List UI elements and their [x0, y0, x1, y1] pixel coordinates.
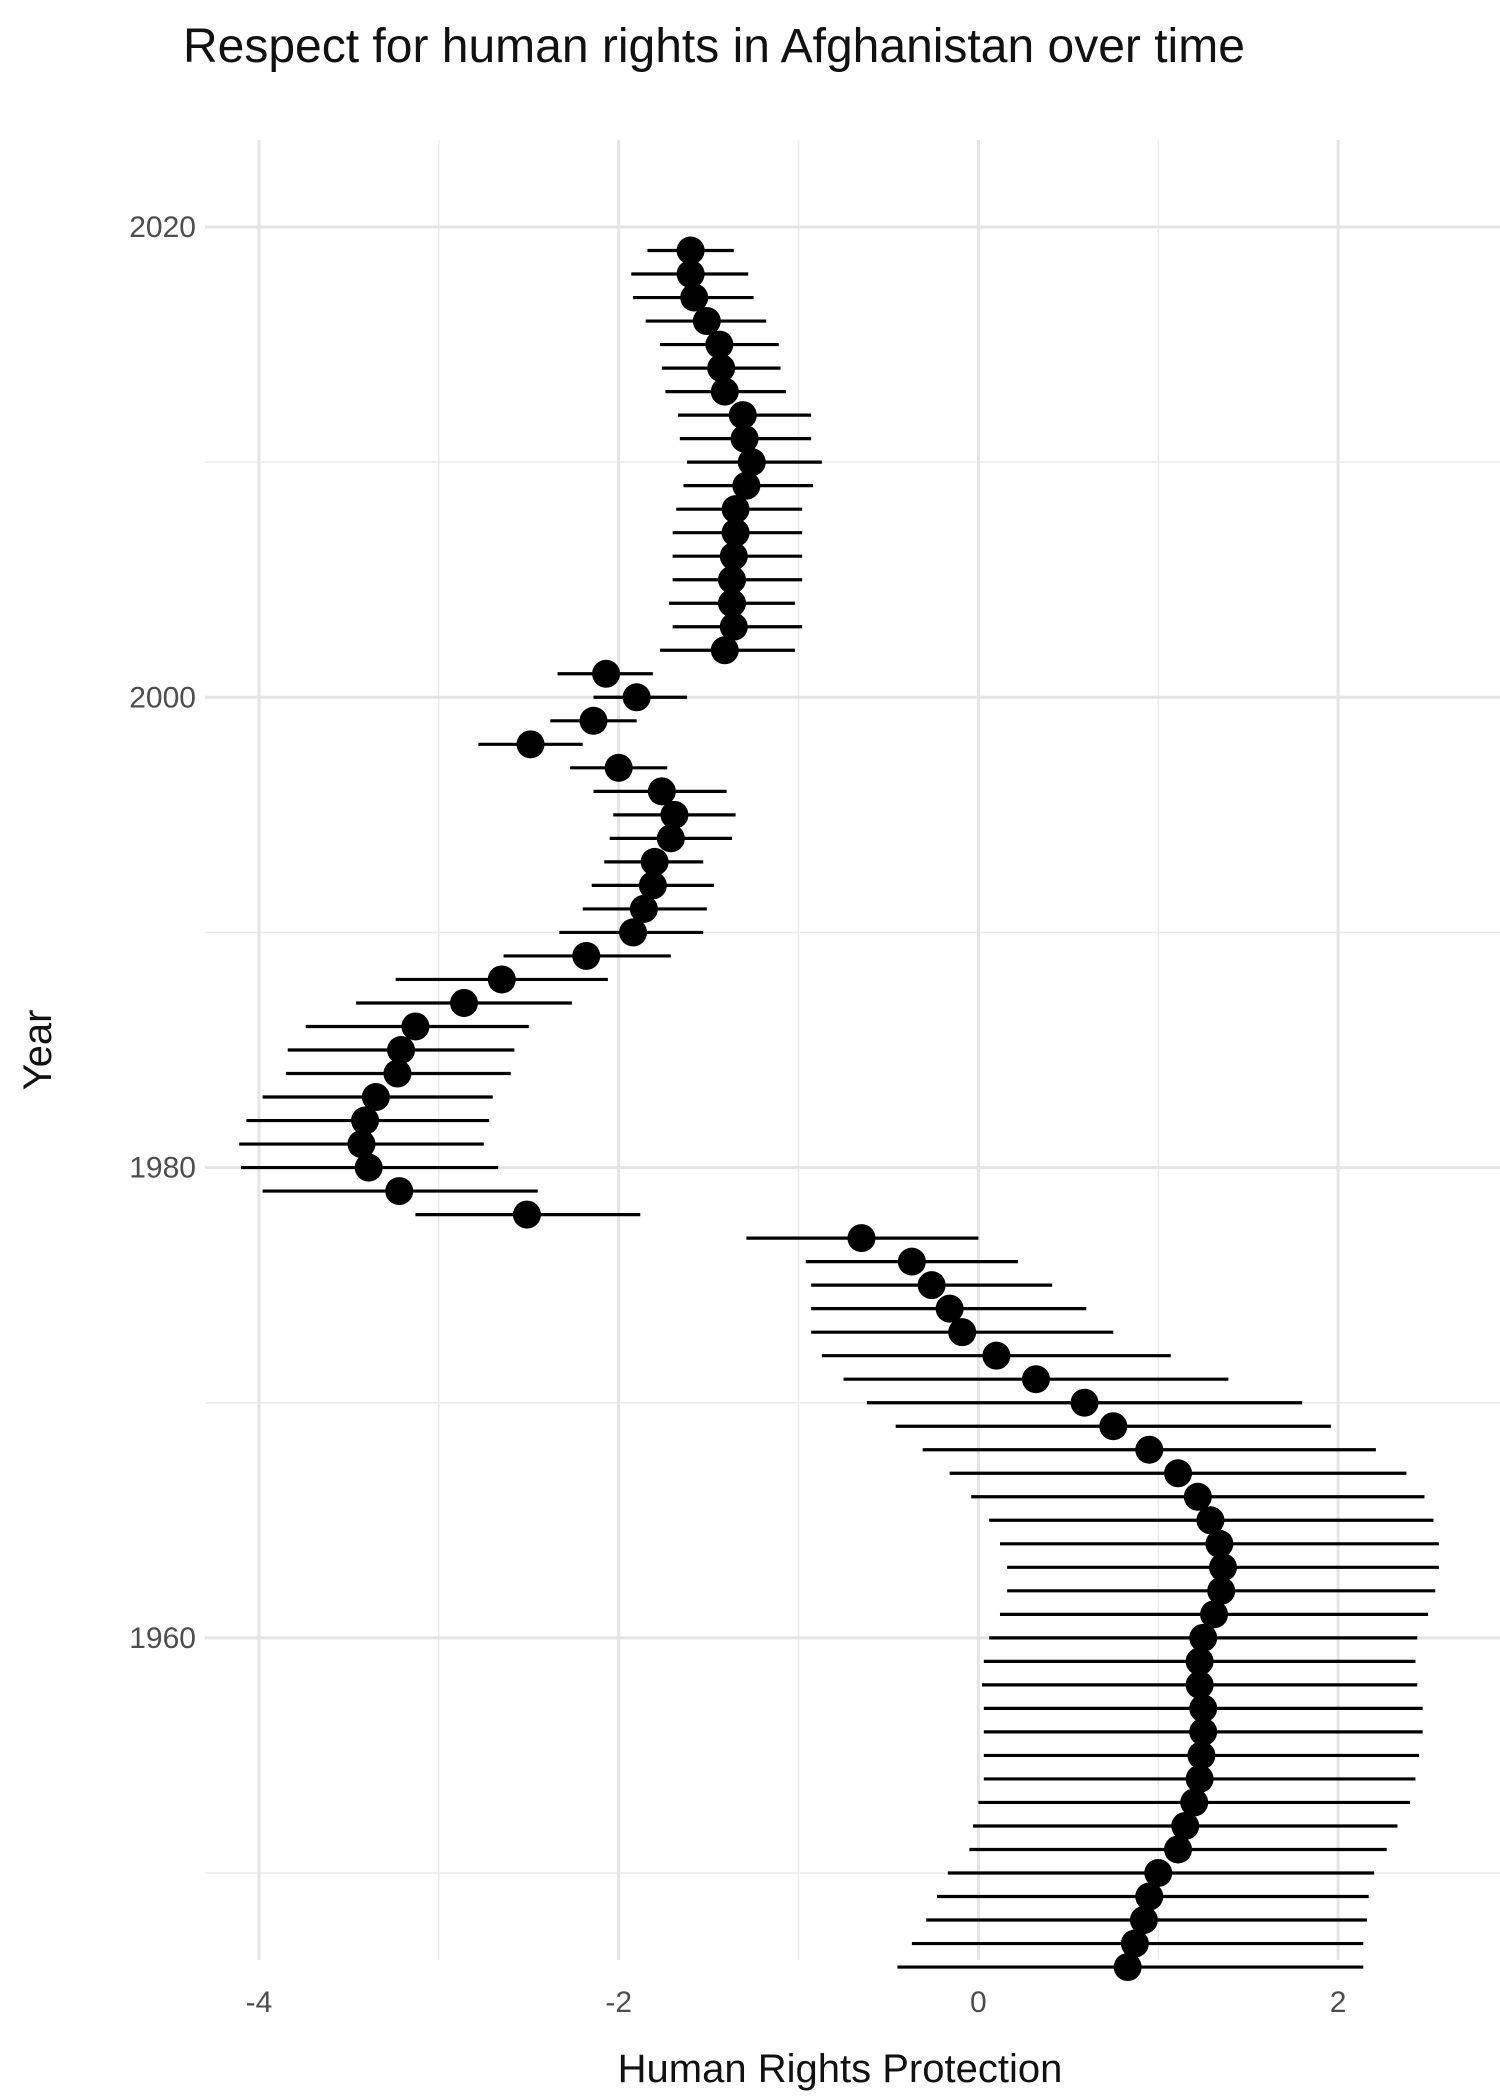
- data-point: [1207, 1576, 1236, 1605]
- data-point: [347, 1130, 376, 1159]
- data-point: [1200, 1600, 1229, 1629]
- data-point: [1164, 1459, 1193, 1488]
- data-point: [1180, 1788, 1209, 1817]
- data-point: [592, 659, 621, 688]
- data-point: [730, 424, 759, 453]
- y-tick-label: 2020: [129, 211, 196, 244]
- data-point: [516, 730, 545, 759]
- x-axis-title: Human Rights Protection: [618, 2047, 1063, 2091]
- grid: [205, 140, 1500, 1960]
- data-point: [629, 894, 658, 923]
- data-point: [1099, 1412, 1128, 1441]
- data-point: [719, 542, 748, 571]
- data-point: [982, 1341, 1011, 1370]
- data-point: [710, 636, 739, 665]
- x-axis-ticks: -4 -2 0 2: [246, 1986, 1347, 2019]
- data-point: [572, 941, 601, 970]
- data-point: [721, 518, 750, 547]
- data-point: [676, 260, 705, 289]
- data-point: [676, 236, 705, 265]
- x-tick-label: -4: [246, 1986, 273, 2019]
- data-point: [1196, 1506, 1225, 1535]
- data-point: [383, 1059, 412, 1088]
- x-tick-label: -2: [605, 1986, 632, 2019]
- data-point: [935, 1294, 964, 1323]
- y-axis-title: Year: [16, 1010, 60, 1091]
- data-points: [347, 236, 1238, 1982]
- data-point: [1185, 1670, 1214, 1699]
- data-point: [604, 753, 633, 782]
- data-point: [354, 1153, 383, 1182]
- data-point: [721, 495, 750, 524]
- data-point: [707, 354, 736, 383]
- data-point: [728, 401, 757, 430]
- data-point: [737, 448, 766, 477]
- data-point: [1070, 1388, 1099, 1417]
- data-point: [1120, 1929, 1149, 1958]
- y-tick-label: 1980: [129, 1152, 196, 1185]
- x-tick-label: 2: [1330, 1986, 1347, 2019]
- data-point: [1209, 1553, 1238, 1582]
- data-point: [1189, 1694, 1218, 1723]
- data-point: [719, 612, 748, 641]
- data-point: [897, 1247, 926, 1276]
- data-point: [1189, 1623, 1218, 1652]
- data-point: [387, 1036, 416, 1064]
- data-point: [717, 565, 746, 594]
- data-point: [487, 965, 516, 994]
- data-point: [680, 283, 709, 312]
- data-point: [710, 377, 739, 406]
- data-point: [351, 1106, 380, 1135]
- data-point: [1183, 1482, 1212, 1511]
- data-point: [705, 330, 734, 359]
- data-point: [1205, 1529, 1234, 1558]
- data-point: [401, 1012, 430, 1041]
- data-point: [622, 683, 651, 712]
- data-point: [450, 988, 478, 1017]
- data-point: [647, 777, 676, 806]
- data-point: [692, 307, 721, 336]
- data-point: [1187, 1741, 1216, 1770]
- data-point: [1129, 1906, 1158, 1935]
- data-point: [512, 1200, 541, 1229]
- chart-title: Respect for human rights in Afghanistan …: [183, 20, 1245, 73]
- y-axis-ticks: 1960 1980 2000 2020: [129, 211, 196, 1655]
- data-point: [1021, 1365, 1050, 1394]
- data-point: [1144, 1858, 1173, 1887]
- data-point: [1164, 1835, 1193, 1864]
- data-point: [732, 471, 761, 500]
- data-point: [385, 1177, 414, 1206]
- data-point: [579, 706, 608, 735]
- data-point: [717, 589, 746, 618]
- data-point: [917, 1271, 946, 1300]
- data-point: [1113, 1953, 1142, 1982]
- data-point: [948, 1318, 977, 1347]
- data-point: [1185, 1647, 1214, 1676]
- x-tick-label: 0: [970, 1986, 987, 2019]
- data-point: [1189, 1717, 1218, 1746]
- data-point: [1185, 1764, 1214, 1793]
- data-point: [1135, 1882, 1164, 1911]
- data-point: [619, 918, 648, 947]
- data-point: [640, 847, 669, 876]
- data-point: [361, 1083, 390, 1112]
- y-tick-label: 2000: [129, 681, 196, 714]
- y-tick-label: 1960: [129, 1622, 196, 1655]
- data-point: [1171, 1811, 1200, 1840]
- data-point: [638, 871, 667, 900]
- data-point: [656, 824, 685, 853]
- data-point: [847, 1224, 876, 1253]
- data-point: [660, 800, 689, 829]
- data-point: [1135, 1435, 1164, 1464]
